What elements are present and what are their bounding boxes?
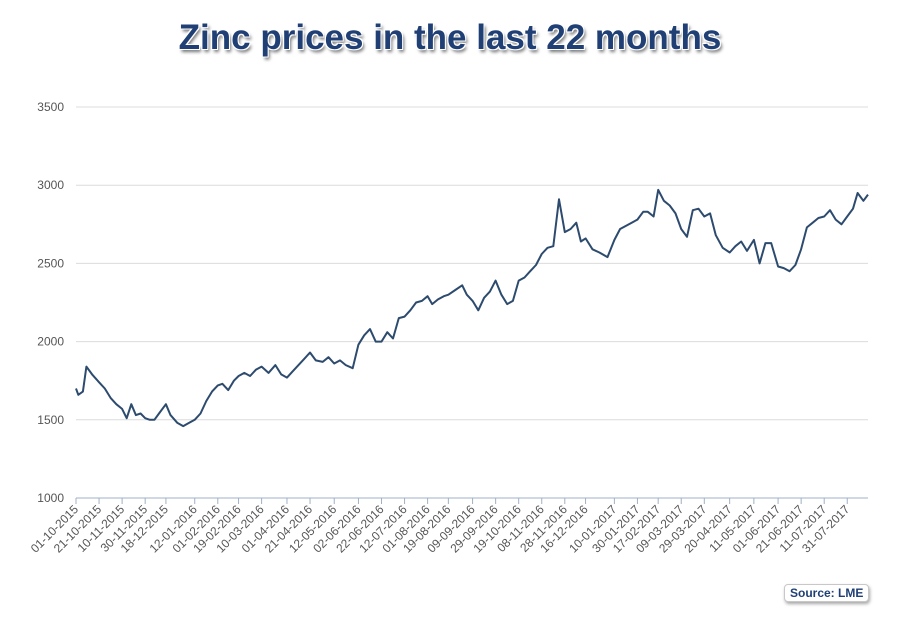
zinc-price-line <box>75 188 869 428</box>
y-tick-label: 1500 <box>37 413 64 427</box>
y-axis-ticks: 1000 1500 2000 2500 3000 3500 <box>37 100 64 505</box>
y-tick-label: 3500 <box>37 100 64 114</box>
series-layer <box>75 188 869 428</box>
y-tick-label: 2000 <box>37 335 64 349</box>
y-tick-label: 2500 <box>37 256 64 270</box>
chart-title: Zinc prices in the last 22 months <box>178 18 722 57</box>
grid-lines <box>76 106 868 499</box>
source-label: Source: LME <box>784 584 870 602</box>
x-axis-ticks: 01-10-201521-10-201510-11-201530-11-2015… <box>28 498 853 556</box>
y-tick-label: 3000 <box>37 178 64 192</box>
y-tick-label: 1000 <box>37 491 64 505</box>
